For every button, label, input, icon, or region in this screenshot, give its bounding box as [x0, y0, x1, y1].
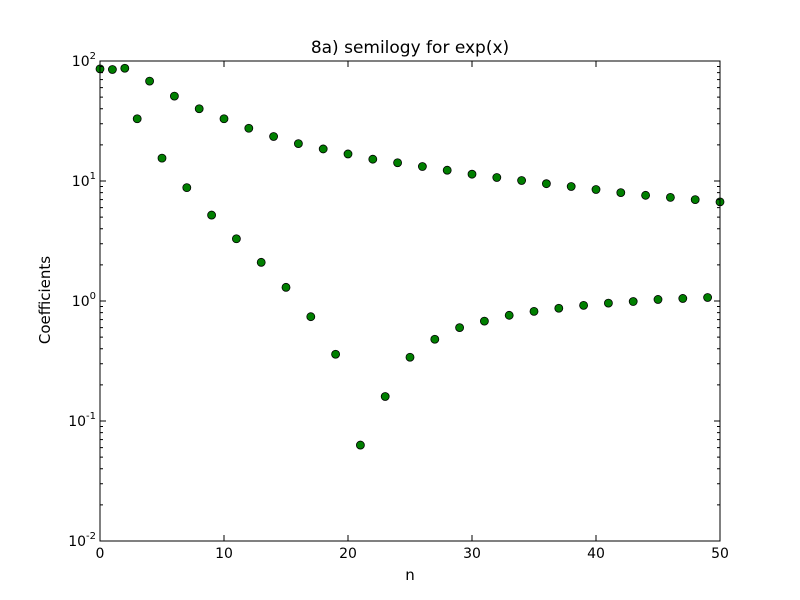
data-point-12 — [244, 123, 254, 133]
y-axis-label: Coefficients — [36, 256, 54, 344]
data-point-24 — [393, 158, 403, 168]
x-tick-label: 40 — [587, 546, 605, 562]
data-point-19 — [331, 349, 341, 359]
x-tick-label: 0 — [96, 546, 105, 562]
data-point-25 — [405, 352, 415, 362]
x-tick-label: 30 — [463, 546, 481, 562]
data-point-5 — [157, 153, 167, 163]
data-point-23 — [380, 392, 390, 401]
data-point-42 — [616, 188, 626, 198]
data-point-17 — [306, 312, 316, 322]
data-point-43 — [628, 297, 638, 306]
data-point-33 — [504, 310, 514, 320]
data-point-44 — [641, 190, 650, 200]
plot-area-frame — [99, 60, 721, 542]
x-tick-label: 20 — [339, 546, 357, 562]
data-point-39 — [579, 300, 588, 310]
data-points — [95, 63, 725, 450]
data-point-16 — [293, 139, 303, 148]
data-point-9 — [207, 210, 217, 220]
data-point-4 — [145, 76, 155, 86]
data-point-41 — [604, 298, 613, 308]
data-point-48 — [690, 195, 700, 204]
data-point-40 — [591, 185, 601, 194]
data-point-7 — [182, 183, 192, 193]
data-point-18 — [318, 144, 328, 154]
data-point-11 — [231, 234, 241, 244]
data-point-26 — [417, 162, 427, 171]
data-point-3 — [132, 114, 142, 124]
data-point-29 — [455, 323, 465, 333]
data-point-31 — [479, 316, 489, 326]
data-point-27 — [430, 334, 440, 344]
x-tick-label: 50 — [711, 546, 729, 562]
data-point-20 — [343, 149, 353, 159]
data-point-37 — [554, 303, 564, 313]
data-point-8 — [194, 104, 204, 114]
y-tick-label: 10-1 — [68, 411, 96, 430]
data-point-38 — [566, 182, 576, 191]
data-point-21 — [355, 440, 365, 450]
data-point-30 — [467, 169, 477, 179]
x-tick-label: 10 — [215, 546, 233, 562]
data-point-36 — [542, 179, 551, 189]
data-point-28 — [442, 165, 452, 175]
y-tick-label: 10-2 — [68, 531, 96, 550]
data-point-47 — [678, 294, 688, 303]
chart-title: 8a) semilogy for exp(x) — [311, 38, 509, 58]
data-point-32 — [492, 173, 502, 182]
data-point-49 — [703, 293, 712, 302]
y-tick-label: 100 — [72, 291, 96, 310]
data-point-14 — [269, 132, 279, 141]
data-point-34 — [517, 176, 526, 185]
y-tick-label: 101 — [72, 171, 96, 190]
data-point-15 — [281, 282, 291, 292]
data-point-35 — [529, 306, 539, 316]
x-axis-label: n — [405, 566, 415, 584]
data-point-6 — [169, 91, 179, 101]
axis-ticks: 0 10 20 30 40 50 10-2 10-1 100 101 102 — [68, 51, 729, 562]
data-point-2 — [120, 63, 130, 73]
data-point-22 — [368, 154, 378, 164]
data-point-1 — [108, 65, 117, 74]
data-point-13 — [256, 257, 266, 267]
data-point-45 — [653, 295, 663, 304]
data-point-10 — [219, 114, 229, 124]
data-point-46 — [666, 192, 675, 202]
y-tick-label: 102 — [72, 51, 96, 70]
